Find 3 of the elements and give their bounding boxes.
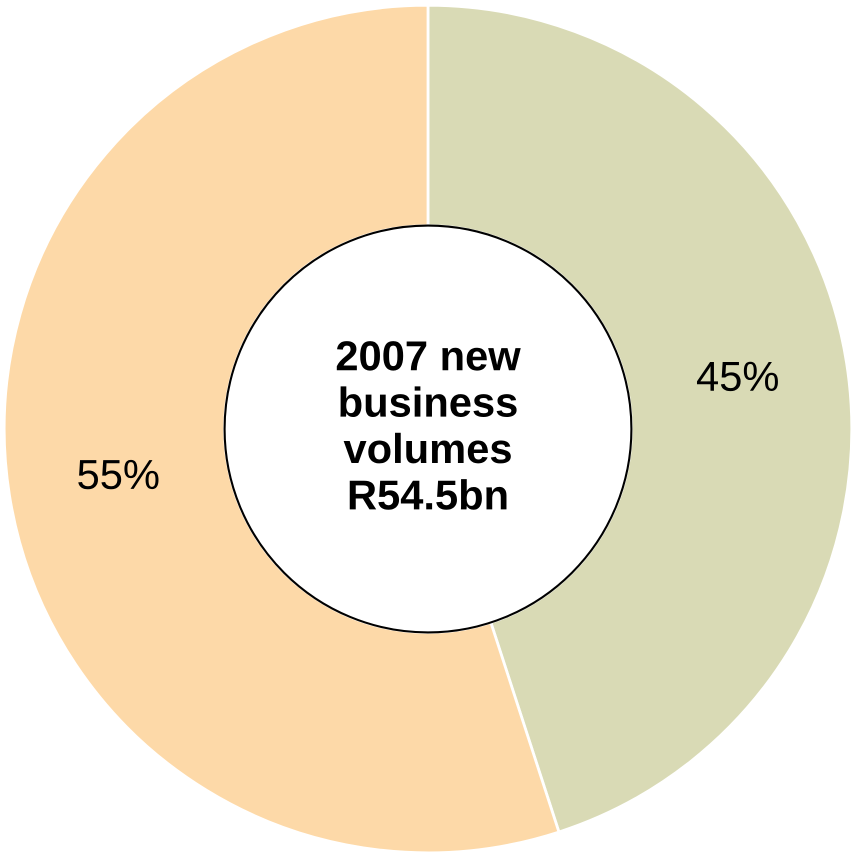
data-label: 45%: [696, 362, 778, 392]
text: 2007 new business volumes R54.5bn: [336, 341, 521, 510]
data-label: 55%: [78, 460, 158, 490]
